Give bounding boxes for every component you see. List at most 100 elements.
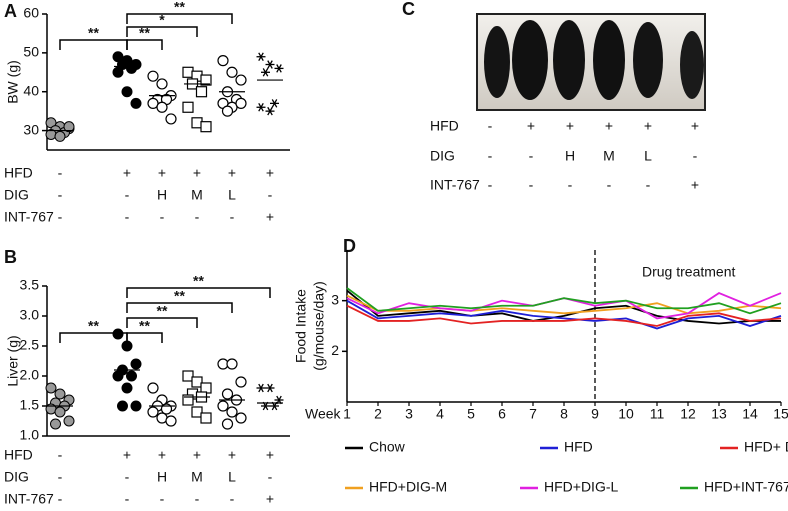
treatment-cell: - (125, 491, 130, 507)
x-tick-label: 6 (498, 406, 506, 422)
treatment-cell: - (529, 148, 534, 164)
treatment-label: INT-767 (4, 209, 54, 225)
dot (226, 66, 238, 78)
x-tick-label: 3 (405, 406, 413, 422)
dot (195, 86, 208, 98)
asterisk-stroke (258, 52, 264, 61)
treatment-cell: - (268, 187, 273, 203)
treatment-cell: - (568, 177, 573, 193)
dot (235, 376, 247, 388)
asterisk-stroke (267, 383, 273, 393)
x-tick-label: 8 (560, 406, 568, 422)
dot (117, 400, 128, 412)
dot (147, 406, 159, 418)
dot (226, 358, 238, 370)
treatment-cell: - (646, 177, 651, 193)
treatment-cell: + (605, 118, 613, 134)
treatment-label: DIG (4, 469, 29, 485)
treatment-cell: - (58, 469, 63, 485)
y-axis-title: Food Intake (293, 289, 309, 363)
series-line (346, 299, 782, 330)
asterisk-stroke (258, 103, 264, 112)
x-tick-label: 4 (436, 406, 444, 422)
significance-bracket (59, 39, 128, 50)
x-axis-title: Week (305, 406, 342, 422)
series-line (346, 304, 782, 327)
treatment-cell: - (268, 469, 273, 485)
x-tick-label: 9 (591, 406, 599, 422)
dot (200, 121, 212, 133)
dot (45, 382, 57, 394)
y-tick-label: 3.0 (20, 307, 40, 323)
series-line (346, 287, 782, 315)
treatment-cell: + (566, 118, 574, 134)
y-tick-label: 1.5 (20, 397, 40, 413)
dot (217, 400, 229, 412)
x-tick-label: 1 (343, 406, 351, 422)
x-tick-label: 11 (650, 406, 665, 422)
y-tick-label: 30 (23, 121, 39, 137)
dot (235, 412, 247, 424)
dot (256, 52, 266, 61)
treatment-cell: L (228, 469, 236, 485)
dot (226, 406, 238, 418)
y-tick-label: 3.5 (20, 277, 40, 293)
dot (221, 105, 234, 117)
dot (217, 55, 229, 67)
treatment-cell: + (266, 165, 274, 181)
treatment-cell: + (644, 118, 652, 134)
dot (191, 376, 203, 388)
treatment-cell: + (158, 165, 166, 181)
significance-label: ** (139, 318, 150, 334)
series-line (346, 289, 781, 325)
dot (221, 418, 234, 430)
dot (126, 62, 137, 74)
dot (63, 415, 75, 427)
x-tick-label: 12 (680, 406, 696, 422)
dot (121, 86, 133, 98)
significance-label: ** (174, 0, 185, 15)
dot (156, 101, 168, 113)
x-tick-label: 13 (711, 406, 727, 422)
treatment-cell: - (230, 209, 235, 225)
dot (235, 74, 247, 86)
dot (130, 97, 142, 109)
legend-label: HFD+ DIG-H (744, 439, 788, 455)
treatment-cell: + (193, 447, 201, 463)
treatment-cell: + (266, 447, 274, 463)
dot (63, 121, 75, 133)
legend-label: HFD+INT-767 (704, 479, 788, 495)
significance-label: ** (174, 288, 185, 304)
treatment-cell: - (58, 165, 63, 181)
treatment-cell: - (125, 187, 130, 203)
treatment-cell: - (693, 148, 698, 164)
significance-label: ** (88, 318, 99, 334)
dot (256, 383, 266, 393)
treatment-cell: M (603, 148, 615, 164)
treatment-label: INT-767 (4, 491, 54, 507)
dot (221, 388, 234, 400)
dot (182, 101, 194, 113)
dot (130, 358, 142, 370)
dot (200, 412, 212, 424)
treatment-cell: H (565, 148, 575, 164)
significance-label: ** (193, 273, 204, 289)
dot (256, 103, 266, 112)
panel-label: D (343, 236, 356, 256)
dot (265, 60, 275, 69)
significance-label: * (159, 12, 165, 28)
treatment-cell: H (157, 187, 167, 203)
treatment-cell: + (123, 165, 131, 181)
significance-bracket (126, 302, 233, 313)
legend-label: HFD+DIG-L (544, 479, 619, 495)
treatment-label: HFD (4, 165, 33, 181)
treatment-cell: - (195, 209, 200, 225)
treatment-cell: - (58, 187, 63, 203)
treatment-cell: - (195, 491, 200, 507)
legend-label: Chow (369, 439, 406, 455)
dot (147, 382, 159, 394)
treatment-cell: M (191, 469, 203, 485)
treatment-cell: - (125, 469, 130, 485)
y-axis-title: (g/mouse/day) (311, 281, 327, 370)
